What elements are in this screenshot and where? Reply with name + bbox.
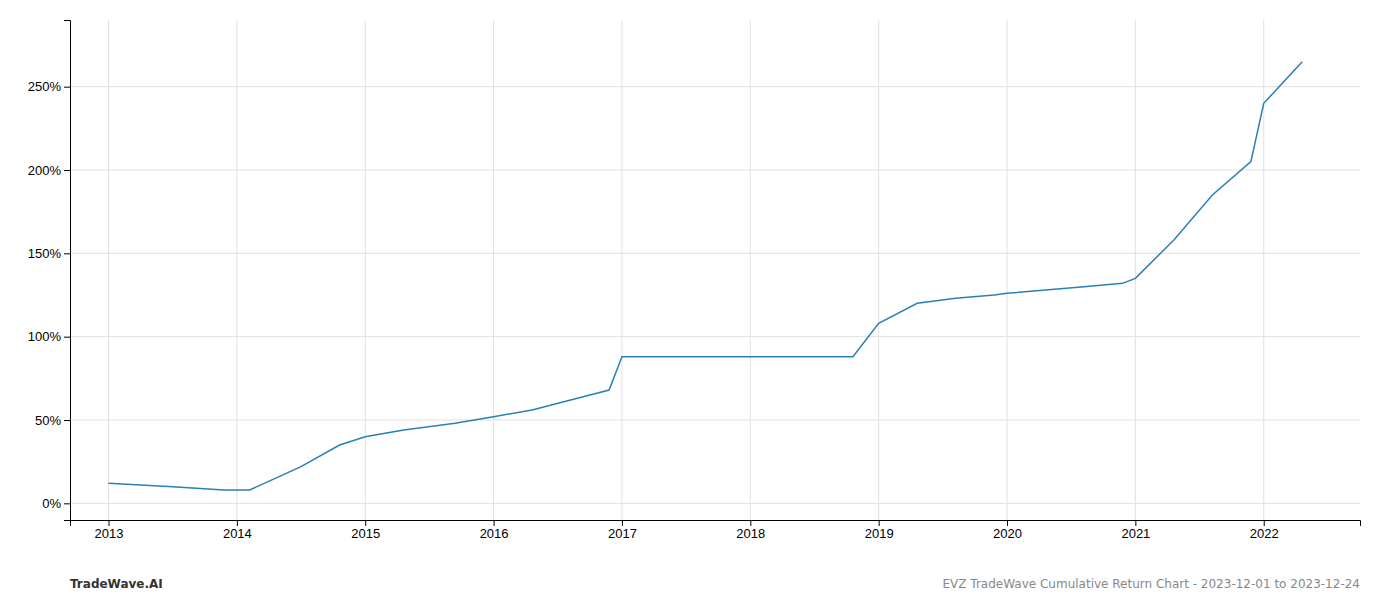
grid	[70, 20, 1360, 520]
footer-text: TradeWave.AI	[70, 577, 163, 591]
y-tick-mark	[64, 170, 70, 171]
x-tick-mark	[1264, 520, 1265, 526]
grid-line	[70, 86, 1360, 87]
y-tick-mark	[64, 420, 70, 421]
x-tick: 2019	[865, 520, 894, 541]
x-tick-mark	[1135, 520, 1136, 526]
x-tick: 2020	[993, 520, 1022, 541]
grid-line	[878, 20, 879, 520]
x-tick: 2021	[1121, 520, 1150, 541]
grid-line	[1263, 20, 1264, 520]
footer-text: EVZ TradeWave Cumulative Return Chart - …	[943, 577, 1360, 591]
grid-line	[70, 420, 1360, 421]
x-tick-label: 2022	[1250, 526, 1279, 541]
y-axis: 0% 50% 100% 150% 200% 250%	[28, 21, 71, 521]
x-tick-label: 2014	[223, 526, 252, 541]
plot: 2013 2014 2015 2016 2017 2018 2019 2020 2021 2022…	[28, 20, 1361, 541]
x-tick: 2022	[1250, 520, 1279, 541]
x-tick: 2018	[736, 520, 765, 541]
x-tick: 2015	[351, 520, 380, 541]
x-tick-label: 2015	[351, 526, 380, 541]
grid-line	[1135, 20, 1136, 520]
x-tick-label: 2021	[1121, 526, 1150, 541]
grid-line	[750, 20, 751, 520]
marks	[109, 62, 1303, 490]
y-tick-mark	[64, 503, 70, 504]
y-tick: 0%	[42, 496, 70, 511]
grid-line	[70, 253, 1360, 254]
x-tick-label: 2019	[865, 526, 894, 541]
chart: 2013 2014 2015 2016 2017 2018 2019 2020 2021 2022…	[0, 0, 1400, 600]
y-tick: 100%	[28, 329, 70, 344]
grid-line	[70, 503, 1360, 504]
y-tick: 250%	[28, 79, 70, 94]
y-tick-mark	[64, 87, 70, 88]
grid-line	[70, 170, 1360, 171]
grid-line	[621, 20, 622, 520]
y-axis-line	[64, 21, 71, 521]
y-tick-mark	[64, 253, 70, 254]
y-tick-label: 50%	[35, 413, 61, 428]
x-axis-line	[71, 521, 1361, 527]
x-tick-mark	[879, 520, 880, 526]
x-tick-mark	[622, 520, 623, 526]
x-tick-mark	[237, 520, 238, 526]
y-tick-mark	[64, 337, 70, 338]
x-tick-label: 2020	[993, 526, 1022, 541]
x-tick: 2016	[480, 520, 509, 541]
grid-line	[365, 20, 366, 520]
y-tick: 150%	[28, 246, 70, 261]
x-tick: 2013	[95, 520, 124, 541]
y-tick: 50%	[35, 413, 70, 428]
x-tick-mark	[1007, 520, 1008, 526]
x-tick-mark	[365, 520, 366, 526]
x-tick-label: 2017	[608, 526, 637, 541]
grid-line	[70, 336, 1360, 337]
x-tick-mark	[494, 520, 495, 526]
y-tick: 200%	[28, 163, 70, 178]
grid-line	[108, 20, 109, 520]
x-tick-label: 2016	[480, 526, 509, 541]
x-tick: 2017	[608, 520, 637, 541]
line	[109, 62, 1303, 490]
x-tick-mark	[750, 520, 751, 526]
grid-line	[1007, 20, 1008, 520]
y-tick-label: 150%	[28, 246, 62, 261]
x-tick-label: 2018	[736, 526, 765, 541]
grid-line	[493, 20, 494, 520]
x-axis: 2013 2014 2015 2016 2017 2018 2019 2020 2021 2022	[71, 520, 1361, 541]
y-tick-label: 0%	[42, 496, 61, 511]
x-tick-label: 2013	[95, 526, 124, 541]
x-tick-mark	[109, 520, 110, 526]
grid-line	[236, 20, 237, 520]
y-tick-label: 200%	[28, 163, 62, 178]
x-tick: 2014	[223, 520, 252, 541]
y-tick-label: 250%	[28, 79, 62, 94]
y-tick-label: 100%	[28, 329, 62, 344]
